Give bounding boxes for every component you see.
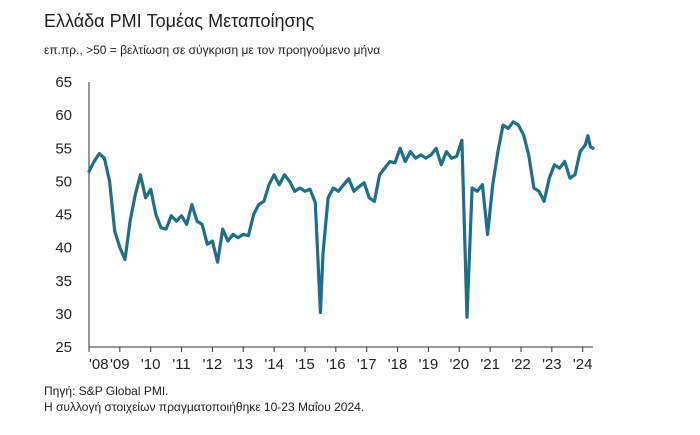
chart-title: Ελλάδα PMI Τομέας Μεταποίησης [44,11,315,31]
y-tick-label: 25 [55,339,72,356]
y-tick-label: 60 [55,107,72,124]
series-line-pmi [87,120,595,319]
x-tick-label: '20 [450,356,470,373]
x-tick-label: '10 [141,356,161,373]
x-tick-label: '21 [480,356,500,373]
x-tick-label: '17 [357,356,377,373]
chart-subtitle: επ.πρ., >50 = βελτίωση σε σύγκριση με το… [44,43,381,57]
y-axis: 25 30 35 40 45 50 55 60 65 [55,74,90,356]
y-tick-label: 30 [55,306,72,323]
x-tick-label: '08 [89,356,109,373]
x-tick-label: '13 [234,356,254,373]
x-tick-label: '14 [264,356,284,373]
source-note: Πηγή: S&P Global PMI. Η συλλογή στοιχείω… [44,383,364,415]
source-line: Πηγή: S&P Global PMI. [44,384,169,398]
x-tick-label: '16 [326,356,346,373]
x-tick-label: '12 [203,356,223,373]
collection-note: Η συλλογή στοιχείων πραγματοποιήθηκε 10-… [44,400,365,414]
x-tick-label: '22 [511,356,531,373]
x-tick-label: '24 [573,356,593,373]
y-tick-label: 65 [55,74,72,91]
x-tick-label: '18 [388,356,408,373]
y-tick-label: 45 [55,207,72,224]
x-tick-label: '11 [172,356,190,373]
x-axis: '08'09 '10 '11 '12 '13 '14 '15 '16 '17 '18 '19 '20 '… [88,346,593,373]
y-tick-label: 50 [55,173,72,190]
x-tick-label: '09 [110,356,130,373]
y-tick-label: 40 [55,240,72,257]
x-tick-label: '19 [419,356,439,373]
y-tick-label: 35 [55,273,72,290]
y-tick-label: 55 [55,140,72,157]
x-tick-label: '23 [542,356,562,373]
x-tick-label: '15 [295,356,315,373]
